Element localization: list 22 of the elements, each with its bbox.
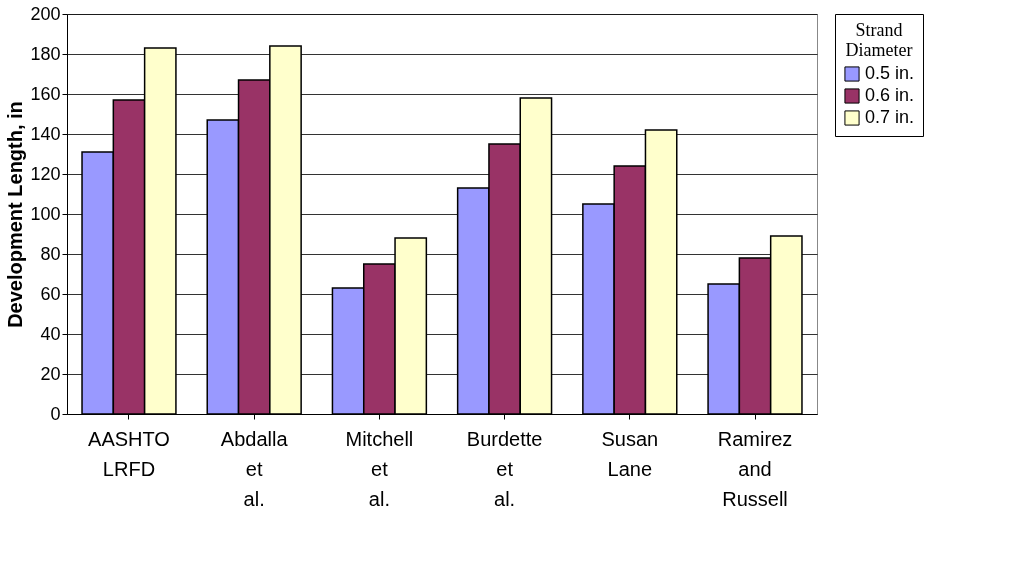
x-tick-label: Ramirez and Russell <box>717 427 793 510</box>
legend-title: Strand Diameter <box>845 20 913 60</box>
y-axis-title: Development Length, in <box>4 101 27 328</box>
legend-label: 0.7 in. <box>865 107 915 127</box>
x-tick-label: Abdalla et al. <box>220 427 289 510</box>
y-tick-label: 120 <box>30 163 61 184</box>
y-tick-label: 100 <box>30 203 61 224</box>
legend-label: 0.5 in. <box>865 63 915 83</box>
x-tick-label: Burdette et al. <box>466 427 543 510</box>
y-tick-label: 160 <box>30 83 61 104</box>
x-tick-label: Mitchell et al. <box>345 427 414 510</box>
y-tick-label: 180 <box>30 43 61 64</box>
y-tick-label: 200 <box>30 3 61 24</box>
y-tick-label: 0 <box>50 403 61 424</box>
legend-label: 0.6 in. <box>865 85 915 105</box>
y-tick-label: 40 <box>40 323 61 344</box>
y-tick-label: 20 <box>40 363 61 384</box>
x-tick-label: Susan Lane <box>601 427 659 480</box>
y-tick-label: 60 <box>40 283 61 304</box>
y-tick-label: 80 <box>40 243 61 264</box>
x-tick-label: AASHTO LRFD <box>88 427 170 480</box>
y-tick-label: 140 <box>30 123 61 144</box>
